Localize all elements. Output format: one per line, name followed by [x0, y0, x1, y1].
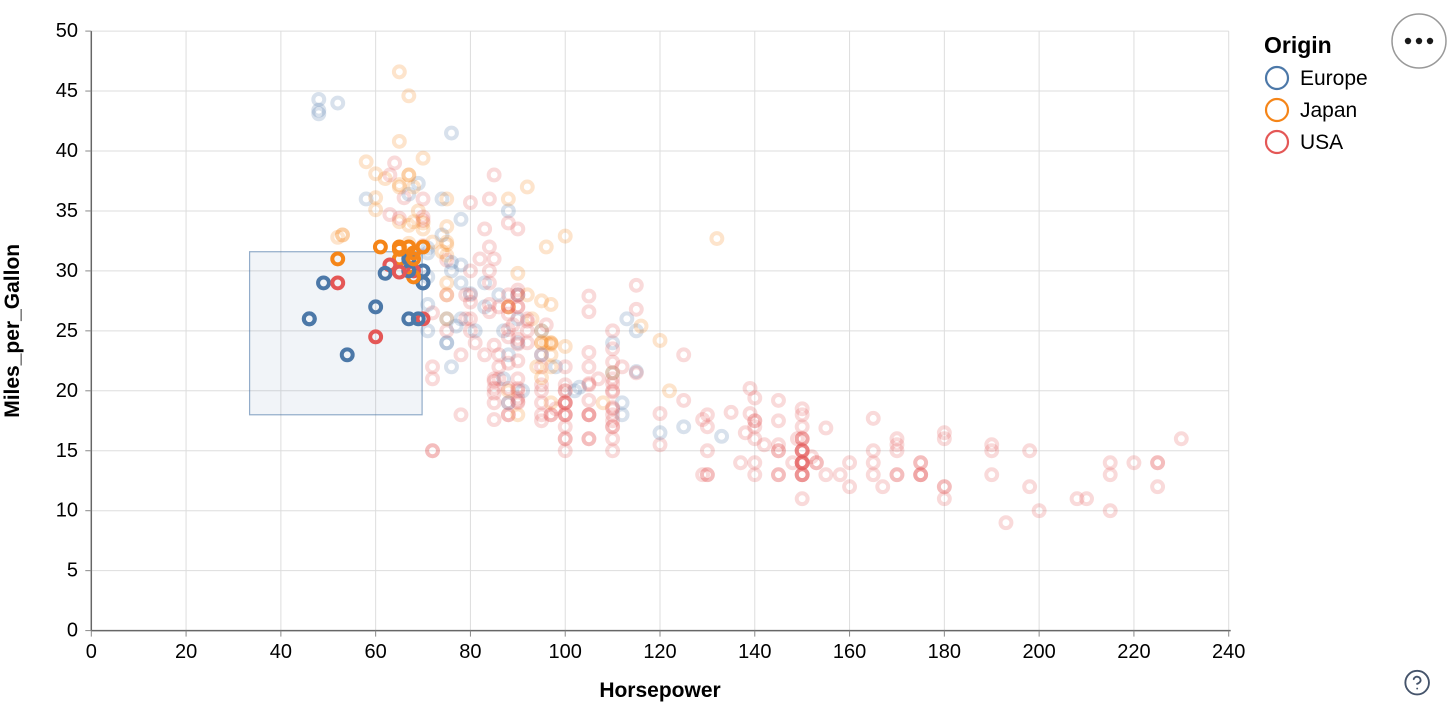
svg-text:20: 20 — [175, 641, 197, 663]
svg-text:Horsepower: Horsepower — [599, 679, 720, 702]
svg-text:10: 10 — [56, 500, 78, 522]
svg-text:45: 45 — [56, 80, 78, 102]
svg-text:0: 0 — [67, 620, 78, 642]
svg-text:50: 50 — [56, 20, 78, 42]
svg-text:Miles_per_Gallon: Miles_per_Gallon — [1, 244, 24, 418]
svg-text:35: 35 — [56, 200, 78, 222]
svg-text:100: 100 — [549, 641, 582, 663]
svg-text:Europe: Europe — [1300, 67, 1368, 90]
svg-text:240: 240 — [1212, 641, 1245, 663]
svg-text:40: 40 — [270, 641, 292, 663]
svg-text:180: 180 — [928, 641, 961, 663]
svg-text:200: 200 — [1022, 641, 1055, 663]
svg-text:25: 25 — [56, 320, 78, 342]
svg-text:160: 160 — [833, 641, 866, 663]
svg-text:Origin: Origin — [1264, 32, 1332, 58]
svg-text:0: 0 — [86, 641, 97, 663]
svg-text:220: 220 — [1117, 641, 1150, 663]
svg-text:20: 20 — [56, 380, 78, 402]
svg-text:140: 140 — [738, 641, 771, 663]
svg-text:80: 80 — [459, 641, 481, 663]
svg-text:15: 15 — [56, 440, 78, 462]
svg-text:60: 60 — [365, 641, 387, 663]
svg-text:120: 120 — [643, 641, 676, 663]
svg-text:5: 5 — [67, 560, 78, 582]
svg-text:40: 40 — [56, 140, 78, 162]
svg-text:USA: USA — [1300, 131, 1343, 154]
svg-text:Japan: Japan — [1300, 99, 1357, 122]
svg-text:30: 30 — [56, 260, 78, 282]
